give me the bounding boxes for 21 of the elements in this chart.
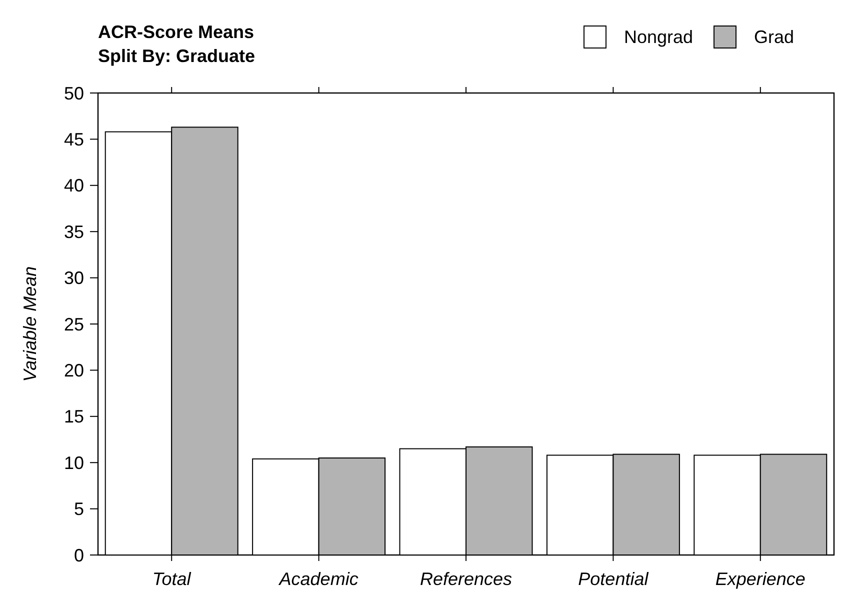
chart-subtitle: Split By: Graduate bbox=[98, 46, 256, 66]
y-tick-label: 30 bbox=[64, 268, 84, 288]
y-tick-label: 0 bbox=[74, 545, 84, 566]
legend-label: Nongrad bbox=[624, 27, 694, 47]
legend-label: Grad bbox=[754, 27, 794, 47]
y-tick-label: 40 bbox=[64, 176, 84, 196]
y-tick-label: 10 bbox=[64, 452, 84, 473]
x-tick-label: Experience bbox=[715, 569, 806, 589]
y-tick-label: 20 bbox=[64, 360, 84, 380]
chart-title: ACR-Score Means bbox=[98, 22, 254, 42]
x-tick-label: Academic bbox=[278, 569, 358, 589]
x-tick-label: Total bbox=[152, 569, 192, 589]
y-tick-label: 50 bbox=[64, 83, 84, 104]
y-axis-title: Variable Mean bbox=[20, 266, 40, 382]
y-tick-label: 25 bbox=[64, 314, 84, 334]
x-tick-label: References bbox=[420, 569, 512, 589]
y-tick-label: 45 bbox=[64, 130, 84, 150]
x-tick-label: Potential bbox=[578, 569, 650, 589]
y-tick-label: 35 bbox=[64, 222, 84, 242]
y-tick-label: 5 bbox=[74, 499, 84, 520]
y-tick-label: 15 bbox=[64, 406, 84, 427]
